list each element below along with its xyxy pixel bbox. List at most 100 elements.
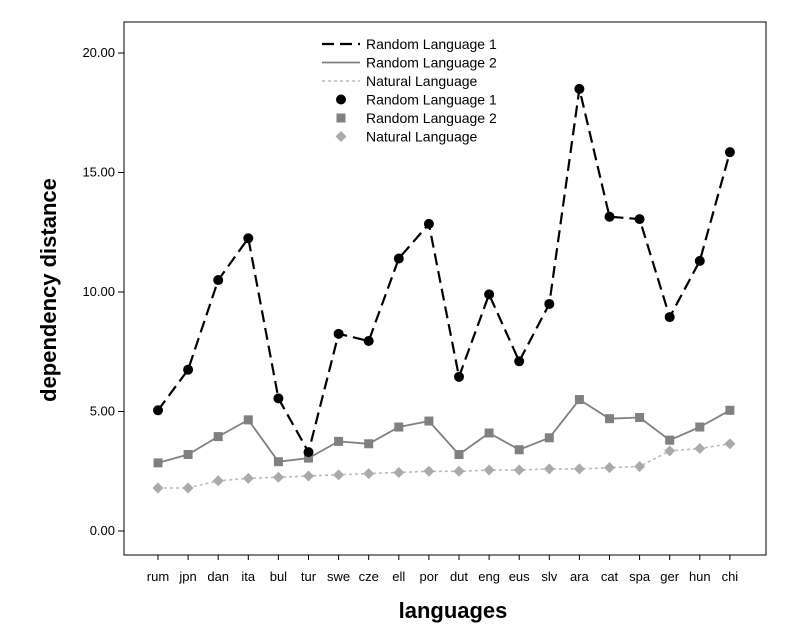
series-1-point: [604, 211, 615, 222]
series-1-point: [363, 335, 374, 346]
series-3-point: [664, 445, 676, 457]
x-tick-label: cat: [601, 569, 619, 584]
legend-entry-label: Random Language 1: [366, 92, 497, 108]
series-1-point: [454, 371, 464, 382]
series-3-point: [333, 469, 345, 481]
series-2-point: [183, 450, 193, 460]
series-1-point: [213, 275, 224, 286]
series-3-point: [483, 464, 495, 476]
plot-frame: [123, 21, 767, 556]
series-3-point: [152, 482, 164, 494]
series-1-point: [393, 253, 404, 264]
legend-entry-label: Natural Language: [366, 129, 478, 145]
series-2-point: [484, 428, 494, 438]
legend-marker-swatch: [336, 94, 346, 105]
series-2-point: [273, 457, 283, 467]
x-axis-title: languages: [399, 598, 508, 623]
legend-marker-swatch: [335, 131, 347, 142]
x-tick-label: ell: [392, 569, 405, 584]
series-3-point: [513, 464, 525, 476]
y-tick-label: 20.00: [82, 45, 115, 60]
series-1-point: [423, 218, 434, 229]
x-tick-label: chi: [722, 569, 739, 584]
series-2-point: [695, 422, 705, 432]
legend: Random Language 1 Random Language 2 Natura…: [322, 36, 497, 145]
series-2-point: [213, 432, 223, 442]
x-tick-label: bul: [270, 569, 287, 584]
y-tick-label: 5.00: [90, 404, 115, 419]
series-2-point: [153, 458, 163, 468]
x-tick-label: dut: [450, 569, 468, 584]
x-tick-label: ara: [570, 569, 590, 584]
x-tick-label: ita: [241, 569, 256, 584]
x-tick-label: dan: [207, 569, 229, 584]
series-3-point: [453, 465, 465, 477]
series-2-point: [243, 415, 253, 425]
legend-entry-label: Random Language 2: [366, 55, 497, 71]
series-1-point: [724, 147, 735, 158]
series-3-point: [363, 468, 375, 480]
x-tick-label: spa: [629, 569, 651, 584]
series-1-point: [514, 356, 525, 367]
x-tick-label: eng: [478, 569, 500, 584]
x-tick-label: ger: [660, 569, 679, 584]
x-axis: rum jpn dan ita bul tur swe cze ell por dut eng eus s…: [147, 555, 739, 584]
x-tick-label: cze: [359, 569, 379, 584]
series-2-point: [424, 416, 434, 426]
series-3-point: [634, 460, 646, 472]
legend-entry-label: Natural Language: [366, 73, 478, 89]
series-3-point: [724, 438, 736, 450]
x-tick-label: swe: [327, 569, 350, 584]
series-markers: [152, 83, 736, 494]
x-tick-label: rum: [147, 569, 169, 584]
series-3-point: [694, 443, 706, 455]
y-tick-label: 15.00: [82, 165, 115, 180]
series-line-1: [157, 87, 731, 454]
y-axis-title: dependency distance: [36, 178, 61, 402]
series-2-point: [574, 395, 584, 405]
series-1-point: [574, 83, 585, 94]
x-tick-label: eus: [509, 569, 530, 584]
legend-entry-label: Random Language 2: [366, 110, 497, 126]
x-tick-label: jpn: [178, 569, 196, 584]
series-2-point: [334, 436, 344, 446]
series-3-point: [423, 465, 435, 477]
x-tick-label: por: [420, 569, 439, 584]
series-1-point: [664, 312, 675, 323]
series-3-point: [573, 463, 585, 475]
series-1-point: [544, 298, 555, 309]
series-2-point: [544, 433, 554, 443]
series-2-point: [725, 405, 735, 415]
series-3-point: [242, 472, 254, 484]
series-3-point: [604, 462, 615, 474]
legend-marker-swatch: [336, 113, 346, 123]
x-tick-label: slv: [541, 569, 557, 584]
series-lines: [157, 87, 731, 489]
y-tick-label: 10.00: [82, 284, 115, 299]
series-1-point: [333, 328, 344, 339]
series-1-point: [153, 405, 163, 416]
x-tick-label: tur: [301, 569, 317, 584]
series-1-point: [273, 393, 284, 404]
series-1-point: [634, 214, 645, 225]
series-2-point: [514, 445, 524, 455]
series-3-point: [543, 463, 555, 475]
series-2-point: [605, 414, 614, 424]
series-3-point: [182, 482, 194, 494]
series-1-point: [243, 233, 254, 244]
series-line-2: [157, 398, 731, 464]
legend-entry-label: Random Language 1: [366, 36, 497, 52]
x-tick-label: hun: [689, 569, 711, 584]
series-2-point: [394, 422, 404, 432]
series-2-point: [364, 439, 374, 449]
series-1-point: [183, 364, 194, 375]
series-3-point: [303, 470, 314, 482]
series-2-point: [454, 450, 464, 460]
series-2-point: [665, 435, 675, 445]
series-2-point: [304, 453, 313, 463]
y-tick-label: 0.00: [90, 523, 115, 538]
series-2-point: [635, 412, 645, 422]
series-3-point: [212, 475, 224, 487]
series-1-point: [694, 255, 705, 266]
